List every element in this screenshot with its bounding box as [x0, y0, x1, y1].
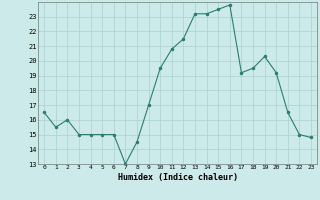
X-axis label: Humidex (Indice chaleur): Humidex (Indice chaleur): [118, 173, 238, 182]
